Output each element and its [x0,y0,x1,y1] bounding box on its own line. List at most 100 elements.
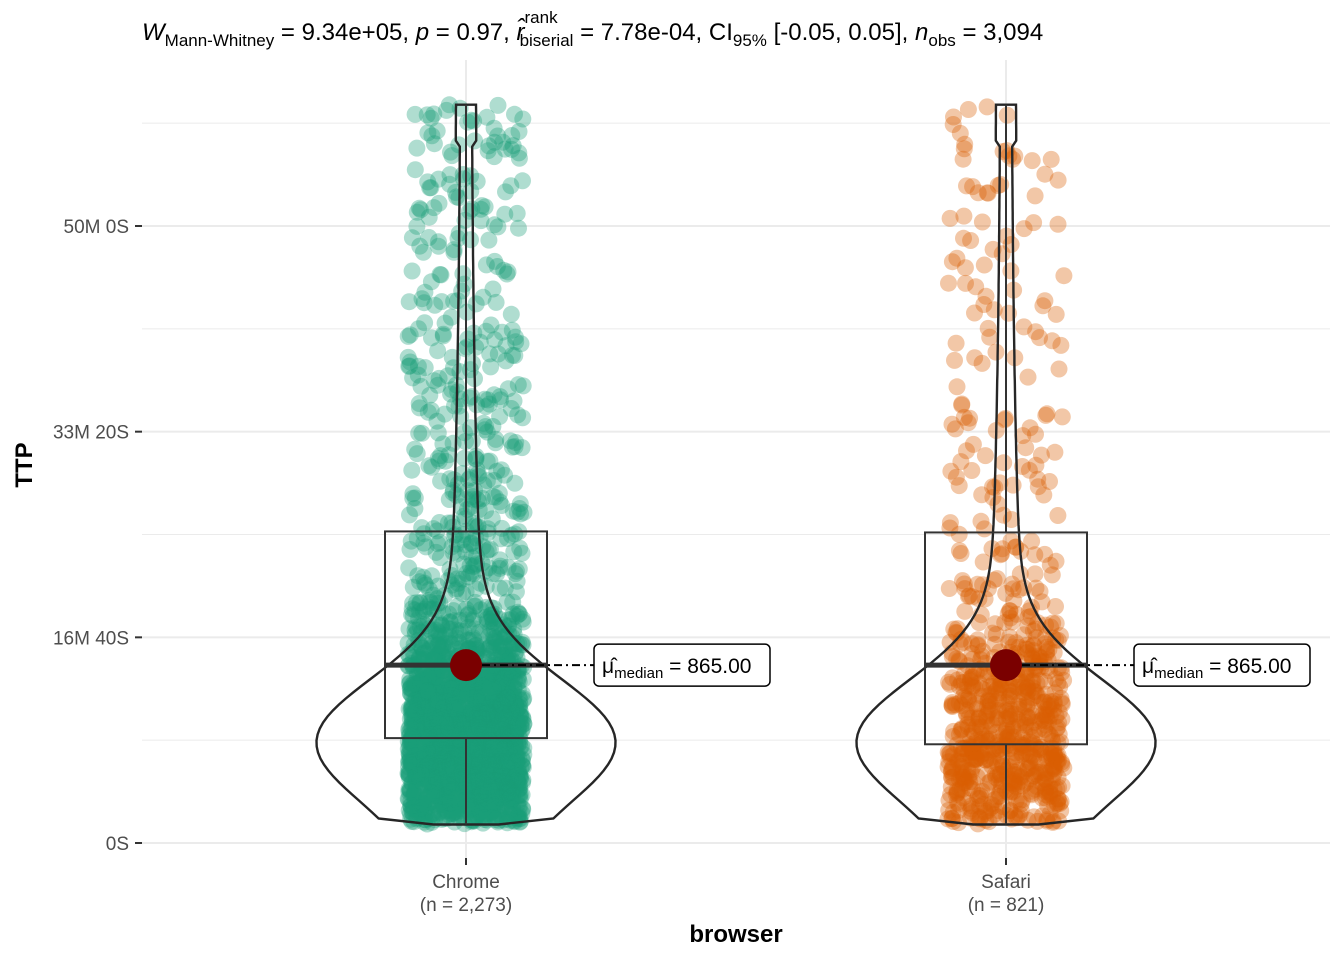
data-point [484,488,502,506]
data-point [429,762,447,780]
data-point [411,594,429,612]
data-point [442,726,460,744]
data-point [459,568,477,586]
data-point [459,803,477,820]
data-point [454,756,472,774]
data-point [472,715,490,733]
data-point [445,772,463,790]
data-point [514,750,531,768]
data-point [400,768,418,786]
data-point [498,779,516,797]
data-point [470,700,488,718]
data-point [402,743,420,761]
data-point [450,397,468,415]
data-point [508,748,526,766]
data-point [1001,628,1019,646]
data-point [503,791,521,809]
data-point [1017,439,1035,457]
data-point [472,732,489,750]
data-point [423,805,441,823]
y-tick-label: 16M 40S [53,628,129,649]
data-point [414,700,432,717]
data-point [501,710,519,728]
data-point [469,707,487,725]
data-point [493,497,511,514]
data-point [441,754,459,772]
data-point [510,560,528,578]
data-point [459,631,476,649]
data-point [454,706,472,724]
data-point [438,715,455,733]
data-point [439,736,457,754]
data-point [407,703,425,721]
data-point [401,679,419,697]
data-point [491,408,509,425]
data-point [418,758,436,776]
data-point [480,721,498,739]
data-point [452,709,470,727]
data-point [501,726,519,744]
data-point [947,334,965,352]
data-point [503,684,521,702]
data-point [474,625,492,643]
data-point [497,746,515,764]
data-point [977,287,995,305]
data-point [403,229,421,247]
data-point [492,789,510,807]
data-point [469,714,487,732]
data-point [500,695,518,713]
data-point [501,741,518,759]
data-point [477,783,495,801]
data-point [456,714,474,732]
data-point [510,800,528,818]
data-point [512,505,530,523]
data-point [479,773,497,791]
data-point [500,723,518,741]
data-point [468,778,486,796]
data-point [510,773,528,791]
data-point [417,696,435,714]
data-point [481,636,499,654]
data-point [425,676,443,693]
data-point [492,765,510,783]
data-point [410,686,428,704]
data-point [400,723,418,741]
data-point [424,743,442,761]
data-point [454,730,472,748]
data-point [421,754,439,772]
data-point [486,785,504,803]
data-point [458,677,476,695]
data-point [435,772,453,790]
data-point [477,732,495,750]
data-point [427,758,445,776]
data-point [476,198,494,216]
data-point [494,675,512,692]
data-point [475,766,493,784]
data-point [441,679,459,696]
data-point [479,784,497,802]
data-point [1045,745,1063,763]
data-point [415,719,432,737]
data-point [488,258,506,275]
data-point [404,578,422,596]
data-point [464,687,481,705]
data-point [429,676,447,694]
data-point [495,261,513,279]
data-point [433,752,451,770]
data-point [453,684,471,702]
data-point [440,446,458,464]
data-point [458,790,476,808]
data-point [423,702,441,719]
data-point [476,809,494,826]
data-point [491,739,509,756]
data-point [433,681,451,699]
data-point [485,119,503,137]
data-point [416,664,433,682]
data-point [998,106,1016,124]
data-point [466,810,484,828]
data-point [399,790,417,808]
data-point [451,771,469,789]
data-point [984,478,1001,496]
data-point [448,806,466,824]
data-point [504,137,522,155]
